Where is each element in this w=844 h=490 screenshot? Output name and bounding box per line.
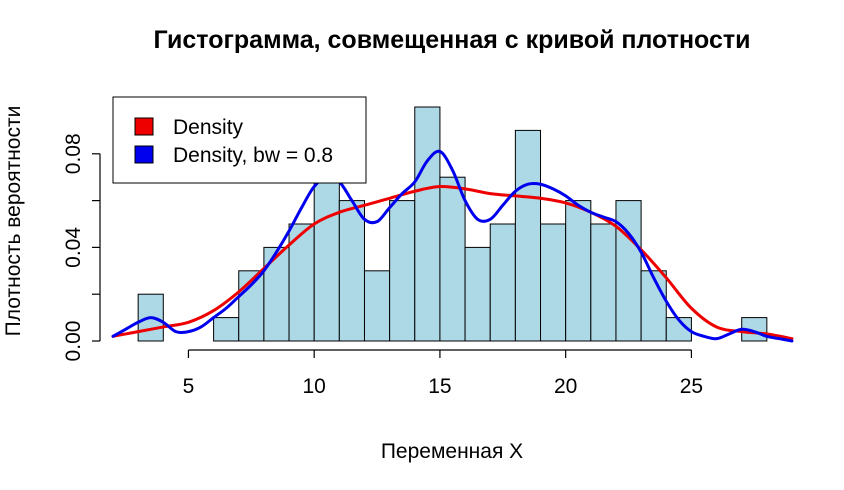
legend: Density Density, bw = 0.8 (112, 96, 367, 184)
histogram-bar (640, 270, 667, 342)
histogram-bar (489, 223, 516, 342)
y-axis: 0.00 0.04 0.08 (62, 133, 101, 362)
density-bw-curve (111, 149, 794, 343)
y-tick-label: 0.04 (62, 227, 85, 268)
x-tick-label: 5 (183, 375, 195, 398)
histogram-bar (514, 129, 542, 342)
x-tick-label: 15 (428, 375, 451, 398)
histogram-bar (439, 176, 466, 342)
legend-label-density: Density (173, 116, 244, 139)
legend-label-density-bw: Density, bw = 0.8 (173, 144, 333, 167)
x-tick-label: 10 (303, 375, 326, 398)
histogram-bar (313, 176, 340, 342)
histogram-bar (338, 200, 365, 342)
x-axis: 5 10 15 20 25 (183, 349, 703, 398)
x-axis-label: Переменная X (381, 440, 523, 463)
density-curve (111, 185, 794, 341)
chart-title: Гистограмма, совмещенная с кривой плотно… (153, 26, 750, 54)
histogram-bar (540, 223, 567, 342)
histogram-bar (615, 200, 642, 342)
histogram-bars (137, 106, 768, 342)
histogram-bar (464, 246, 491, 342)
histogram-bar (565, 200, 592, 342)
histogram-bar (263, 246, 290, 342)
legend-swatch-density (134, 117, 154, 136)
x-tick-label: 25 (680, 375, 703, 398)
histogram-bar (363, 270, 391, 342)
y-axis-label: Плотность вероятности (2, 106, 25, 337)
histogram-bar (389, 200, 416, 342)
y-tick-label: 0.08 (62, 133, 85, 174)
legend-box (112, 96, 367, 184)
y-tick-label: 0.00 (62, 321, 85, 362)
histogram-bar (213, 317, 240, 342)
x-tick-label: 20 (554, 375, 577, 398)
histogram-bar (414, 106, 441, 342)
histogram-bar (288, 223, 315, 342)
density-curves (111, 149, 794, 343)
legend-swatch-density-bw (134, 145, 154, 164)
histogram-bar (590, 223, 617, 342)
